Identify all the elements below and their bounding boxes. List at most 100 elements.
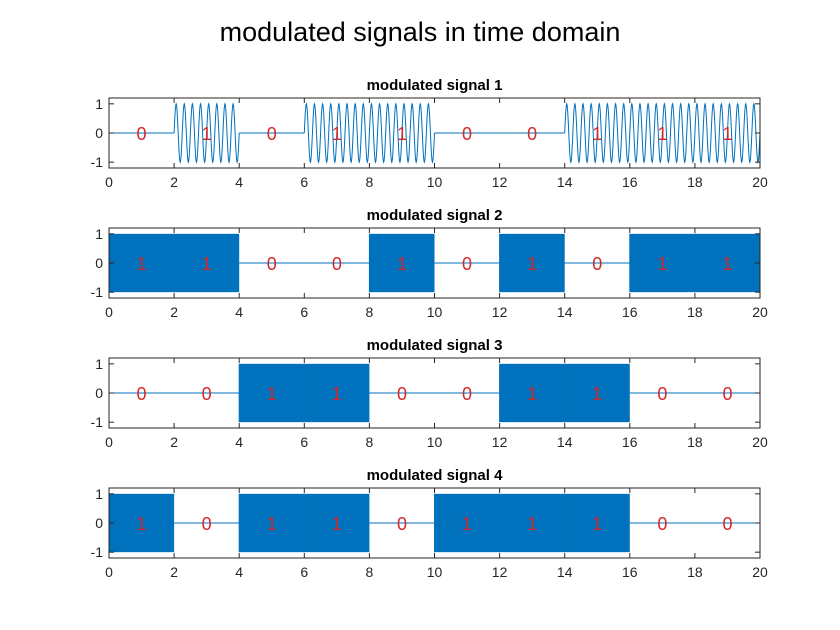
signal-segment-bit-9 [694, 233, 760, 293]
signal-segment-bit-7 [564, 102, 631, 164]
bit-label: 1 [397, 254, 407, 274]
y-tick-label: 1 [95, 96, 103, 112]
bit-label: 1 [527, 384, 537, 404]
x-tick-label: 20 [752, 434, 768, 450]
signal-segment-bit-8 [629, 233, 695, 293]
y-tick-label: 0 [95, 385, 103, 401]
subplot-panels: modulated signal 10 1 0 1 1 0 0 1 1 10 2 4 6 8 10 12 14 1… [91, 77, 768, 580]
x-tick-label: 14 [557, 434, 573, 450]
signal-trace [109, 102, 760, 164]
bit-label: 0 [267, 254, 277, 274]
y-tick-label: 0 [95, 515, 103, 531]
x-tick-label: 18 [687, 304, 703, 320]
bit-label: 1 [137, 514, 147, 534]
x-tick-label: 18 [687, 564, 703, 580]
signal-segment-bit-6 [499, 233, 565, 293]
x-tick-label: 10 [427, 434, 443, 450]
x-tick-label: 12 [492, 564, 508, 580]
signal-segment-bit-1 [173, 102, 240, 164]
x-tick-label: 14 [557, 304, 573, 320]
bit-label: 1 [722, 124, 732, 144]
signal-segment-bit-6 [499, 493, 565, 553]
figure-title: modulated signals in time domain [220, 17, 621, 47]
signal-segment-bit-0 [109, 233, 175, 293]
x-tick-label: 0 [105, 434, 113, 450]
bit-label: 1 [267, 384, 277, 404]
signal-segment-bit-7 [564, 493, 630, 553]
x-tick-label: 6 [300, 434, 308, 450]
x-tick-label: 8 [366, 174, 374, 190]
bit-label: 0 [202, 514, 212, 534]
bit-label: 1 [202, 124, 212, 144]
y-tick-label: -1 [91, 414, 104, 430]
signal-segment-bit-2 [239, 363, 305, 423]
x-tick-label: 10 [427, 564, 443, 580]
y-tick-label: 1 [95, 226, 103, 242]
bit-label: 1 [657, 124, 667, 144]
y-tick-label: 0 [95, 125, 103, 141]
x-tick-label: 18 [687, 174, 703, 190]
x-tick-label: 16 [622, 304, 638, 320]
x-tick-label: 8 [366, 434, 374, 450]
x-tick-label: 10 [427, 304, 443, 320]
x-tick-label: 2 [170, 434, 178, 450]
x-tick-label: 0 [105, 174, 113, 190]
subplot-3: modulated signal 30 0 1 1 0 0 1 1 0 00 2 4 6 8 10 12 14 1… [91, 337, 768, 450]
x-tick-label: 2 [170, 564, 178, 580]
x-tick-label: 12 [492, 434, 508, 450]
bit-label: 0 [397, 384, 407, 404]
signal-segment-bit-7 [564, 363, 630, 423]
x-tick-label: 6 [300, 304, 308, 320]
signal-segment-bit-2 [239, 493, 305, 553]
bit-label: 0 [397, 514, 407, 534]
x-tick-label: 16 [622, 564, 638, 580]
signal-segment-bit-4 [369, 233, 435, 293]
bit-label: 1 [722, 254, 732, 274]
y-tick-label: 0 [95, 255, 103, 271]
bit-label: 0 [137, 124, 147, 144]
bit-label: 1 [657, 254, 667, 274]
bit-label: 1 [332, 384, 342, 404]
x-tick-label: 2 [170, 304, 178, 320]
x-tick-label: 16 [622, 174, 638, 190]
bit-label: 1 [332, 124, 342, 144]
bit-label: 1 [462, 514, 472, 534]
y-tick-label: -1 [91, 284, 104, 300]
subplot-title: modulated signal 4 [367, 467, 504, 484]
x-tick-label: 10 [427, 174, 443, 190]
x-tick-label: 20 [752, 174, 768, 190]
x-tick-label: 0 [105, 564, 113, 580]
y-tick-label: 1 [95, 356, 103, 372]
x-tick-label: 20 [752, 304, 768, 320]
bit-label: 1 [592, 124, 602, 144]
x-tick-label: 4 [235, 174, 243, 190]
x-tick-label: 18 [687, 434, 703, 450]
signal-segment-bit-3 [304, 493, 370, 553]
x-tick-label: 16 [622, 434, 638, 450]
y-tick-label: 1 [95, 486, 103, 502]
bit-label: 1 [267, 514, 277, 534]
subplot-4: modulated signal 41 0 1 1 0 1 1 1 0 00 2 4 6 8 10 12 14 1… [91, 467, 768, 580]
bit-label: 1 [592, 514, 602, 534]
subplot-title: modulated signal 2 [367, 207, 503, 224]
y-tick-label: -1 [91, 154, 104, 170]
signal-segment-bit-3 [304, 363, 370, 423]
bit-label: 0 [267, 124, 277, 144]
x-tick-label: 4 [235, 304, 243, 320]
signal-segment-bit-4 [368, 102, 435, 164]
x-tick-label: 12 [492, 304, 508, 320]
bit-label: 1 [527, 254, 537, 274]
x-tick-label: 8 [366, 564, 374, 580]
x-tick-label: 12 [492, 174, 508, 190]
y-tick-label: -1 [91, 544, 104, 560]
bit-label: 0 [722, 384, 732, 404]
bit-label: 1 [527, 514, 537, 534]
signal-trace [109, 363, 760, 423]
bit-label: 0 [722, 514, 732, 534]
bit-label: 0 [657, 384, 667, 404]
subplot-title: modulated signal 3 [367, 337, 503, 354]
subplot-2: modulated signal 21 1 0 0 1 0 1 0 1 10 2 4 6 8 10 12 14 1… [91, 207, 768, 320]
x-tick-label: 4 [235, 434, 243, 450]
bit-label: 0 [527, 124, 537, 144]
